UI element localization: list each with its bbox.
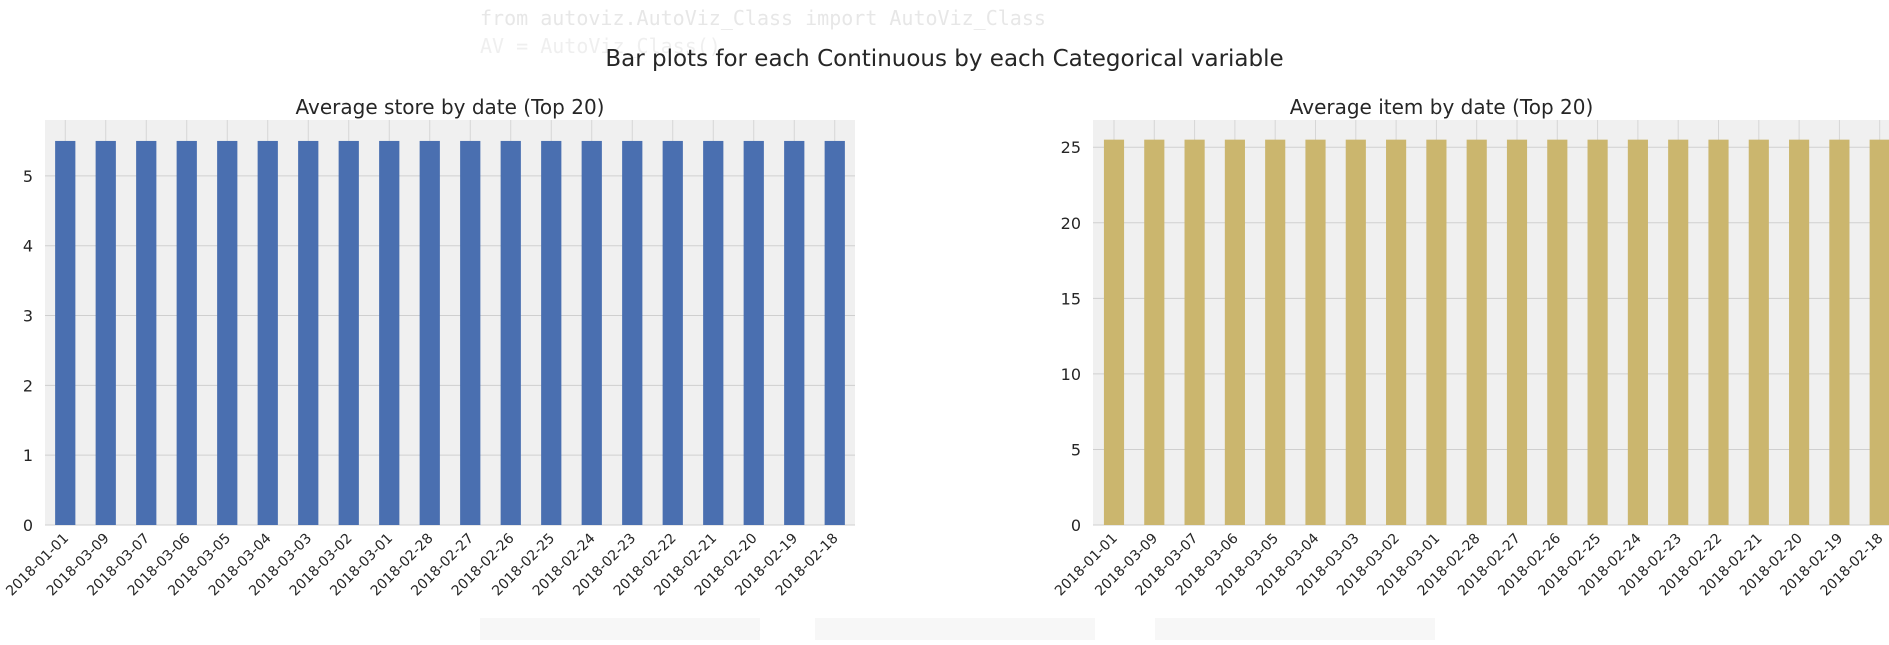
bar: [460, 140, 481, 525]
y-tick-label: 4: [23, 237, 33, 256]
bar: [541, 140, 562, 525]
background-code-line-2: AV = AutoViz_Class(): [480, 34, 721, 58]
footer-faded-area: [815, 618, 1095, 640]
bar: [1144, 139, 1165, 526]
bar: [1829, 139, 1850, 526]
background-code: from autoviz.AutoViz_Class import AutoVi…: [480, 4, 1046, 60]
bar: [622, 140, 643, 525]
bar: [217, 140, 238, 525]
footer-faded-area: [480, 618, 760, 640]
bar: [824, 140, 845, 525]
bar: [581, 140, 602, 525]
bar: [1789, 139, 1810, 526]
bar: [1103, 139, 1125, 526]
bar: [1708, 139, 1729, 526]
bar: [95, 140, 116, 525]
bar: [1224, 139, 1245, 526]
bar: [298, 140, 319, 525]
figure-suptitle: Bar plots for each Continuous by each Ca…: [605, 46, 1284, 72]
bar: [784, 140, 805, 525]
y-tick-label: 3: [23, 307, 33, 326]
bar: [1668, 139, 1689, 526]
y-tick-label: 20: [1061, 214, 1081, 233]
bar: [257, 140, 278, 525]
bar: [338, 140, 359, 525]
bar: [1305, 139, 1326, 526]
bar: [1869, 139, 1889, 526]
bars-group: [55, 120, 845, 525]
bar: [136, 140, 157, 525]
bar: [176, 140, 197, 525]
bar: [55, 140, 76, 525]
bar: [1345, 139, 1366, 526]
bar: [1386, 139, 1407, 526]
y-tick-label: 2: [23, 376, 33, 395]
plot-area: [1093, 120, 1889, 525]
y-tick-label: 15: [1061, 289, 1081, 308]
bar: [1748, 139, 1769, 526]
chart-title: Average item by date (Top 20): [1290, 95, 1594, 119]
y-tick-label: 0: [1071, 516, 1081, 535]
bar: [1426, 139, 1447, 526]
bar: [1466, 139, 1487, 526]
y-tick-label: 0: [23, 516, 33, 535]
bar: [379, 140, 400, 525]
bar: [1627, 139, 1648, 526]
bar: [703, 140, 724, 525]
y-tick-label: 10: [1061, 365, 1081, 384]
bars-group: [1103, 120, 1889, 526]
y-tick-label: 5: [1071, 440, 1081, 459]
footer-faded-area: [1155, 618, 1435, 640]
bar: [662, 140, 683, 525]
bar: [1587, 139, 1608, 526]
bar: [1506, 139, 1528, 526]
bar: [743, 140, 764, 525]
bar: [1547, 139, 1568, 526]
chart-title: Average store by date (Top 20): [296, 95, 605, 119]
store-by-date-chart: 0123452018-01-012018-03-092018-03-072018…: [3, 95, 855, 599]
y-tick-label: 1: [23, 446, 33, 465]
bar: [419, 140, 440, 525]
bar: [1265, 139, 1286, 526]
bar: [500, 140, 521, 525]
y-tick-label: 25: [1061, 138, 1081, 157]
bar: [1184, 139, 1205, 526]
y-tick-label: 5: [23, 167, 33, 186]
background-code-line-1: from autoviz.AutoViz_Class import AutoVi…: [480, 6, 1046, 30]
